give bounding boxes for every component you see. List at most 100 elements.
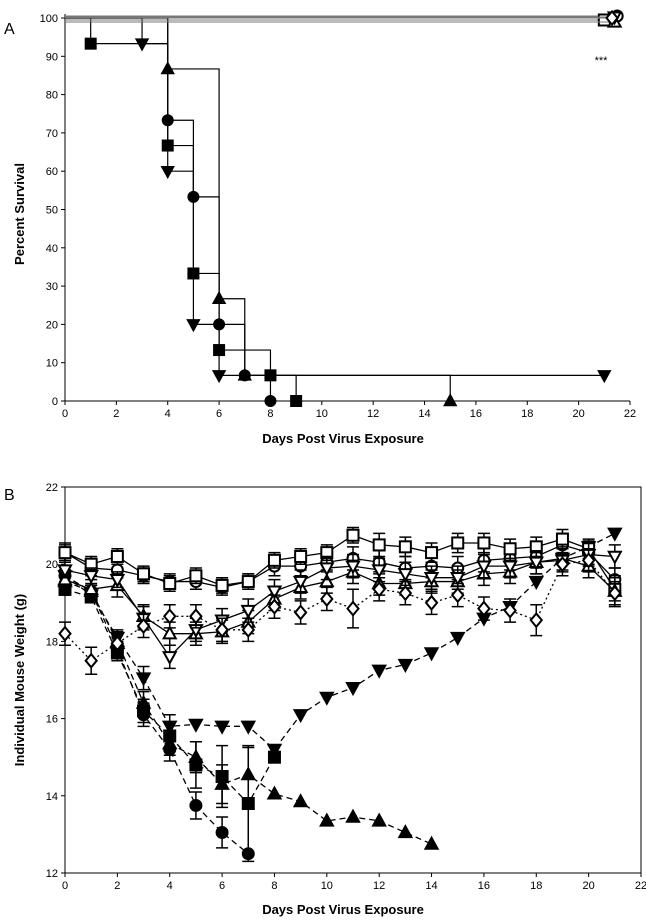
survival-series <box>65 17 612 384</box>
panel-b-x-tick-label: 20 <box>583 880 595 892</box>
weight-point <box>319 812 335 827</box>
weight-point <box>240 604 257 619</box>
panel-b-y-tick-label: 16 <box>46 714 58 726</box>
survival-point <box>597 370 612 384</box>
weight-series <box>58 526 622 602</box>
panel-b-x-tick-label: 22 <box>635 880 646 892</box>
survival-step-line <box>65 17 605 376</box>
survival-point <box>186 319 201 333</box>
weight-point <box>292 793 309 808</box>
survival-point <box>237 367 252 381</box>
panel-b-y-tick-label: 14 <box>46 791 58 803</box>
survival-point <box>290 395 303 407</box>
weight-series <box>58 569 255 861</box>
survival-chart: A Percent Survival Days Post Virus Expos… <box>4 9 636 446</box>
panel-b-x-tick-label: 12 <box>373 880 385 892</box>
panel-a-label: A <box>4 21 15 38</box>
weight-line <box>64 553 615 658</box>
panel-b-x-tick-label: 6 <box>219 880 225 892</box>
weight-point <box>189 569 203 583</box>
weight-point <box>136 617 151 635</box>
weight-point <box>319 573 335 588</box>
weight-point <box>161 735 178 750</box>
weight-point <box>477 600 491 617</box>
panel-b-y-axis-label: Individual Mouse Weight (g) <box>12 594 27 766</box>
weight-point <box>266 785 283 800</box>
survival-point <box>160 165 175 180</box>
survival-step-line <box>65 17 451 401</box>
weight-point <box>476 560 492 575</box>
weight-point <box>345 560 361 575</box>
panel-a-y-axis-label: Percent Survival <box>12 163 27 265</box>
panel-b-x-axis-label: Days Post Virus Exposure <box>262 902 424 917</box>
panel-a-x-tick-label: 18 <box>521 408 533 420</box>
panel-a-x-axis-label: Days Post Virus Exposure <box>262 431 424 446</box>
weight-chart: B Individual Mouse Weight (g) Days Post … <box>4 482 646 917</box>
panel-b-label: B <box>4 487 15 504</box>
panel-a-y-tick-label: 30 <box>46 281 58 293</box>
weight-point <box>161 720 178 735</box>
panel-a-x-tick-label: 22 <box>624 408 636 420</box>
weight-point <box>292 575 309 590</box>
weight-point <box>528 575 545 590</box>
panel-b-x-tick-label: 14 <box>425 880 437 892</box>
panel-a-y-tick-label: 100 <box>40 13 58 25</box>
weight-point <box>267 598 282 615</box>
panel-a-x-tick-label: 12 <box>367 408 379 420</box>
weight-point <box>397 568 414 583</box>
weight-point <box>293 604 308 621</box>
weight-point <box>162 608 177 625</box>
weight-line <box>64 534 616 590</box>
weight-point <box>528 556 545 571</box>
weight-line <box>64 588 276 805</box>
weight-point <box>294 549 308 563</box>
panel-b-y-tick-label: 20 <box>46 559 58 571</box>
weight-point <box>137 567 151 581</box>
panel-a-y-tick-label: 20 <box>46 319 58 331</box>
survival-series <box>65 17 277 407</box>
weight-point <box>449 572 466 587</box>
weight-point <box>608 584 622 602</box>
panel-a-x-tick-label: 14 <box>418 408 430 420</box>
weight-point <box>607 527 623 542</box>
survival-point <box>443 393 458 407</box>
panel-b-x-tick-label: 4 <box>167 880 173 892</box>
weight-point <box>241 621 256 638</box>
weight-point <box>425 546 439 560</box>
weight-point <box>135 672 152 687</box>
panel-a-y-tick-label: 40 <box>46 243 58 255</box>
survival-point <box>134 38 150 52</box>
weight-point <box>450 586 465 604</box>
weight-point <box>502 560 518 575</box>
weight-point <box>135 694 152 709</box>
weight-point <box>188 748 204 763</box>
weight-point <box>423 835 440 850</box>
weight-point <box>503 602 517 619</box>
weight-point <box>320 590 334 608</box>
weight-point <box>214 720 230 735</box>
weight-point <box>345 808 361 823</box>
weight-point <box>477 536 491 550</box>
weight-point <box>109 573 126 589</box>
weight-point <box>555 532 569 546</box>
panel-a-x-tick-label: 8 <box>267 408 273 420</box>
panel-b-x-tick-label: 10 <box>321 880 333 892</box>
weight-point <box>319 562 335 577</box>
weight-point <box>266 743 283 758</box>
panel-b-x-tick-label: 16 <box>478 880 490 892</box>
panel-a-y-tick-label: 90 <box>46 51 58 63</box>
weight-point <box>110 549 124 563</box>
survival-step-line <box>65 17 297 401</box>
panel-a-x-tick-label: 16 <box>470 408 482 420</box>
panel-b-x-tick-label: 8 <box>271 880 277 892</box>
weight-point <box>83 580 99 595</box>
weight-point <box>423 647 440 662</box>
weight-point <box>346 600 360 617</box>
weight-point <box>503 542 517 556</box>
panel-a-x-tick-label: 20 <box>573 408 585 420</box>
weight-point <box>581 552 596 569</box>
weight-point <box>110 635 125 652</box>
panel-b-x-tick-label: 0 <box>62 880 68 892</box>
weight-line <box>64 559 616 662</box>
